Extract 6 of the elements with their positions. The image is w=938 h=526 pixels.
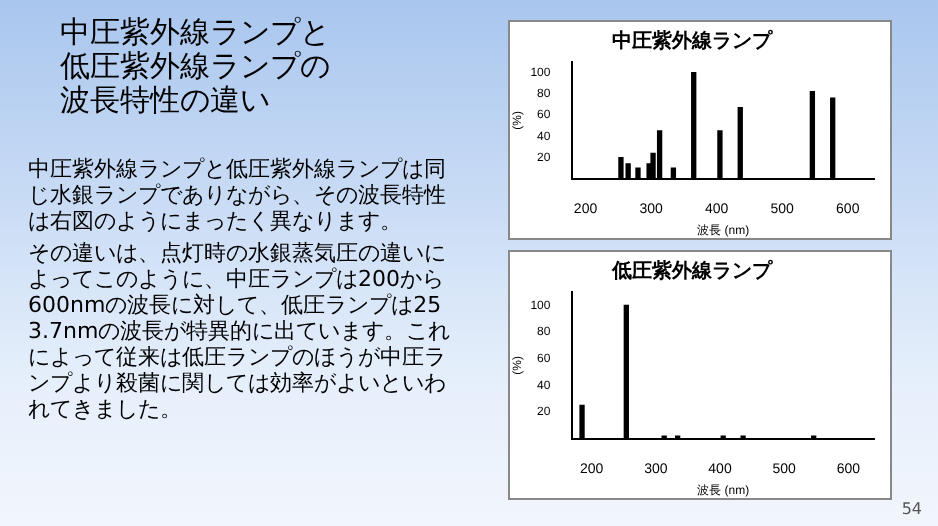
text: その違いは、点灯時の水銀蒸気圧の違いによってこのように、中圧ランプは200から600nmの波長に対して、低圧ランプは253.7nmの波長が特異的に出ています。これによって従来は低圧ランプのほうが中圧ランプより殺菌に関しては効率がよいといわれてきました。 <box>28 240 452 422</box>
text: 中圧紫外線ランプと低圧紫外線ランプは同じ水銀ランプでありながら、その波長特性は右図のようにまったく異なります。 <box>28 156 448 234</box>
chart-title: 中圧紫外線ランプ <box>612 29 774 54</box>
text: 54 <box>901 500 922 518</box>
chart-title: 低圧紫外線ランプ <box>610 259 774 284</box>
text: 中圧紫外線ランプと低圧紫外線ランプの波長特性の違い <box>60 14 332 118</box>
